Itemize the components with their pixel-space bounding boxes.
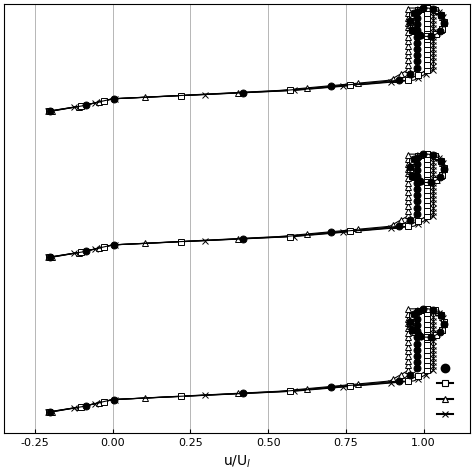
Legend: , , , : , , , xyxy=(433,360,460,424)
X-axis label: u/U$_l$: u/U$_l$ xyxy=(223,454,251,470)
